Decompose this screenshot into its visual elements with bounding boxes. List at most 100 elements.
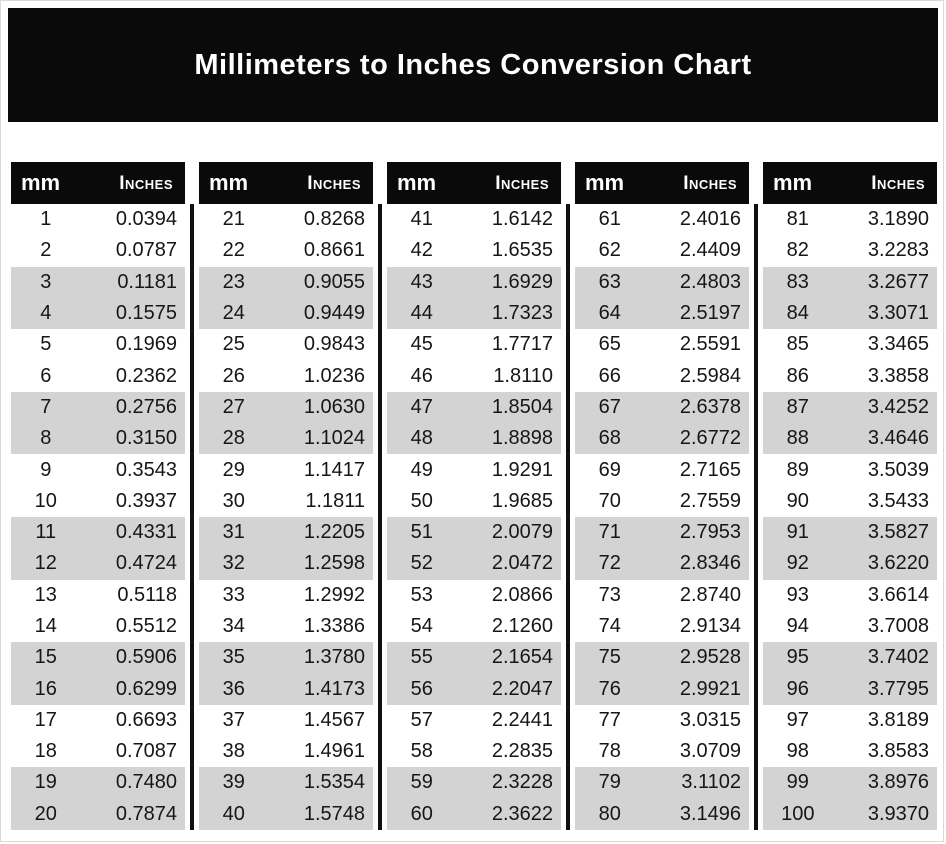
inches-cell: 1.7717 [491, 333, 553, 356]
inches-cell: 2.0866 [491, 583, 553, 606]
mm-cell: 15 [34, 646, 57, 669]
inches-column-header: Inches [307, 172, 361, 194]
inches-cell: 1.2992 [303, 583, 365, 606]
mm-cell: 64 [598, 302, 621, 325]
table-header: mm Inches [199, 162, 373, 204]
column-gap [373, 162, 387, 830]
table-row: 68 2.6772 [575, 423, 749, 455]
table-row: 79 3.1102 [575, 767, 749, 799]
table-row: 24 0.9449 [199, 297, 373, 330]
table-row: 8 0.3150 [11, 423, 185, 455]
table-row: 46 1.8110 [387, 360, 561, 391]
mm-cell: 81 [786, 208, 809, 231]
inches-cell: 1.8898 [491, 427, 553, 450]
tables-container: mm Inches 1 0.0394 2 0.0787 3 0.1181 4 0.1575 5 0… [1, 162, 943, 830]
inches-cell: 1.9685 [491, 489, 553, 512]
mm-cell: 72 [598, 552, 621, 575]
mm-cell: 69 [598, 458, 621, 481]
inches-cell: 3.1496 [679, 802, 741, 825]
mm-cell: 98 [786, 740, 809, 763]
table-row: 63 2.4803 [575, 266, 749, 298]
inches-cell: 0.6299 [115, 677, 177, 700]
inches-cell: 1.4961 [303, 740, 365, 763]
mm-cell: 58 [410, 740, 433, 763]
mm-cell: 59 [410, 771, 433, 794]
table-row: 82 3.2283 [763, 235, 937, 266]
mm-cell: 73 [598, 583, 621, 606]
inches-cell: 0.1181 [117, 270, 177, 293]
table-row: 59 2.3228 [387, 767, 561, 799]
inches-cell: 2.0472 [491, 552, 553, 575]
inches-cell: 1.0236 [303, 364, 365, 387]
inches-cell: 1.1024 [303, 427, 365, 450]
inches-column-header: Inches [683, 172, 737, 194]
inches-cell: 2.9921 [679, 677, 741, 700]
inches-cell: 2.6772 [679, 427, 741, 450]
inches-cell: 0.5118 [117, 583, 177, 606]
mm-cell: 28 [222, 427, 245, 450]
column-gap [185, 162, 199, 830]
inches-cell: 1.5748 [303, 802, 365, 825]
table-row: 93 3.6614 [763, 580, 937, 611]
mm-cell: 4 [40, 302, 52, 325]
inches-cell: 2.2047 [491, 677, 553, 700]
table-row: 25 0.9843 [199, 329, 373, 360]
mm-cell: 66 [598, 364, 621, 387]
mm-cell: 61 [598, 208, 621, 231]
table-row: 16 0.6299 [11, 673, 185, 705]
inches-cell: 2.7953 [679, 521, 741, 544]
inches-cell: 3.9370 [867, 802, 929, 825]
inches-cell: 0.6693 [115, 708, 177, 731]
table-row: 20 0.7874 [11, 798, 185, 830]
inches-cell: 0.8661 [303, 239, 365, 262]
table-row: 97 3.8189 [763, 705, 937, 736]
column-gap [561, 162, 575, 830]
table-row: 18 0.7087 [11, 736, 185, 767]
mm-cell: 86 [786, 364, 809, 387]
mm-cell: 65 [598, 333, 621, 356]
table-row: 1 0.0394 [11, 204, 185, 235]
inches-cell: 3.3858 [867, 364, 929, 387]
table-row: 57 2.2441 [387, 705, 561, 736]
inches-cell: 2.1654 [491, 646, 553, 669]
table-row: 60 2.3622 [387, 798, 561, 830]
table-body: 81 3.1890 82 3.2283 83 3.2677 84 3.3071 85 3.3465… [763, 204, 937, 830]
mm-cell: 16 [34, 677, 57, 700]
table-row: 21 0.8268 [199, 204, 373, 235]
inches-cell: 3.6220 [867, 552, 929, 575]
table-row: 4 0.1575 [11, 297, 185, 330]
table-row: 15 0.5906 [11, 642, 185, 674]
table-row: 94 3.7008 [763, 611, 937, 642]
inches-cell: 0.0394 [115, 208, 177, 231]
mm-cell: 11 [35, 521, 57, 544]
table-row: 40 1.5748 [199, 798, 373, 830]
inches-cell: 2.4016 [679, 208, 741, 231]
inches-cell: 1.3386 [303, 615, 365, 637]
inches-cell: 0.8268 [303, 208, 365, 231]
table-row: 99 3.8976 [763, 767, 937, 799]
column-gap [749, 162, 763, 830]
mm-cell: 43 [410, 270, 433, 293]
mm-cell: 26 [222, 364, 245, 387]
table-body: 21 0.8268 22 0.8661 23 0.9055 24 0.9449 25 0.9843… [199, 204, 373, 830]
table-row: 22 0.8661 [199, 235, 373, 266]
table-row: 44 1.7323 [387, 297, 561, 330]
mm-cell: 24 [222, 302, 245, 325]
inches-cell: 1.1811 [305, 489, 365, 512]
table-row: 86 3.3858 [763, 360, 937, 391]
inches-column-header: Inches [495, 172, 549, 194]
inches-cell: 3.3465 [867, 333, 929, 356]
table-row: 52 2.0472 [387, 548, 561, 580]
mm-cell: 39 [222, 771, 245, 794]
table-row: 81 3.1890 [763, 204, 937, 235]
mm-cell: 79 [598, 771, 621, 794]
inches-cell: 3.7008 [867, 615, 929, 637]
mm-cell: 34 [222, 615, 245, 637]
mm-cell: 97 [786, 708, 809, 731]
inches-cell: 2.4803 [679, 270, 741, 293]
mm-cell: 92 [786, 552, 809, 575]
mm-cell: 68 [598, 427, 621, 450]
inches-cell: 0.7087 [115, 740, 177, 763]
inches-cell: 3.5433 [867, 489, 929, 512]
table-row: 56 2.2047 [387, 673, 561, 705]
